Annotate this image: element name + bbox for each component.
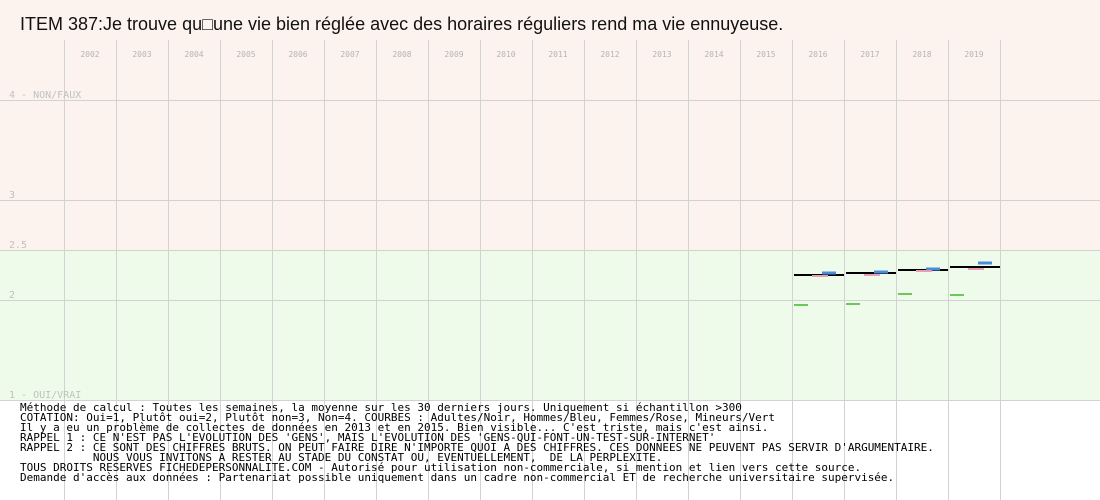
note-line: Demande d'accès aux données : Partenaria… xyxy=(20,471,894,484)
y-tick-label: 3 xyxy=(9,190,15,201)
year-label-2006: 2006 xyxy=(288,50,307,59)
mark-hommes-2017 xyxy=(874,270,888,274)
chart-title: ITEM 387:Je trouve qu□une vie bien réglé… xyxy=(20,14,783,34)
mark-femmes-2018 xyxy=(916,270,932,272)
mark-hommes-2019 xyxy=(978,261,992,265)
year-label-2002: 2002 xyxy=(80,50,99,59)
note-line: Méthode de calcul : Toutes les semaines,… xyxy=(20,401,742,414)
year-label-2011: 2011 xyxy=(548,50,567,59)
year-labels: 2002 2003 2004 2005 2006 2007 2008 2009 2010 2011… xyxy=(80,50,983,59)
year-label-2016: 2016 xyxy=(808,50,827,59)
mark-hommes-2016 xyxy=(822,271,836,275)
grid xyxy=(0,40,1100,500)
year-label-2010: 2010 xyxy=(496,50,515,59)
mark-mineurs-2019 xyxy=(950,294,964,296)
year-label-2007: 2007 xyxy=(340,50,359,59)
data-marks xyxy=(794,261,1000,306)
year-label-2012: 2012 xyxy=(600,50,619,59)
year-label-2014: 2014 xyxy=(704,50,723,59)
year-label-2009: 2009 xyxy=(444,50,463,59)
year-label-2017: 2017 xyxy=(860,50,879,59)
note-line: RAPPEL 2 : CE SONT DES CHIFFRES BRUTS. O… xyxy=(20,441,934,454)
mark-mineurs-2018 xyxy=(898,293,912,295)
mark-adultes-2017 xyxy=(846,272,896,274)
year-label-2019: 2019 xyxy=(964,50,983,59)
year-label-2018: 2018 xyxy=(912,50,931,59)
band-0 xyxy=(0,0,1100,250)
year-label-2003: 2003 xyxy=(132,50,151,59)
mark-femmes-2016 xyxy=(812,275,828,277)
y-tick-label: 2.5 xyxy=(9,240,27,251)
mark-adultes-2019 xyxy=(950,266,1000,268)
mark-hommes-2018 xyxy=(926,267,940,271)
band-1 xyxy=(0,250,1100,400)
y-axis-labels: 4 - NON/FAUX 3 2.5 2 1 - OUI/VRAI xyxy=(9,90,81,401)
notes-block: Méthode de calcul : Toutes les semaines,… xyxy=(20,401,934,484)
mark-femmes-2019 xyxy=(968,268,984,270)
year-label-2005: 2005 xyxy=(236,50,255,59)
mark-femmes-2017 xyxy=(864,274,880,276)
y-tick-label: 2 xyxy=(9,290,15,301)
background-bands xyxy=(0,0,1100,400)
note-line: Il y a eu un problème de collectes de do… xyxy=(20,421,768,434)
year-label-2004: 2004 xyxy=(184,50,203,59)
year-label-2008: 2008 xyxy=(392,50,411,59)
year-label-2015: 2015 xyxy=(756,50,775,59)
year-label-2013: 2013 xyxy=(652,50,671,59)
y-tick-label: 4 - NON/FAUX xyxy=(9,90,81,101)
y-tick-label: 1 - OUI/VRAI xyxy=(9,390,81,401)
mark-mineurs-2017 xyxy=(846,303,860,305)
note-line: RAPPEL 1 : CE N'EST PAS L'EVOLUTION DES … xyxy=(20,431,715,444)
mark-mineurs-2016 xyxy=(794,304,808,306)
note-line: COTATION: Oui=1, Plutôt oui=2, Plutôt no… xyxy=(20,411,775,424)
note-line: NOUS VOUS INVITONS A RESTER AU STADE DU … xyxy=(20,451,662,464)
note-line: TOUS DROITS RESERVES FICHEDEPERSONNALITE… xyxy=(20,461,861,474)
